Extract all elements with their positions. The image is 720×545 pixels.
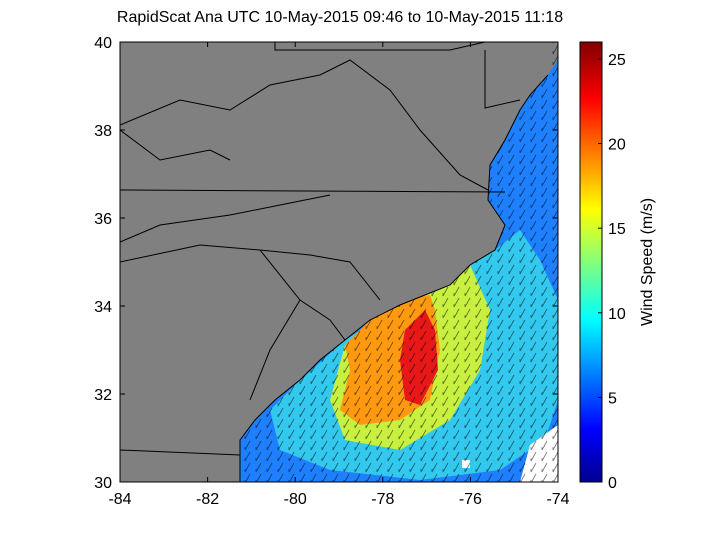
colorbar-tick-label: 5 — [608, 390, 617, 407]
colorbar-label: Wind Speed (m/s) — [639, 198, 656, 326]
y-tick-label: 40 — [94, 35, 112, 52]
x-tick-label: -80 — [284, 491, 307, 508]
y-tick-label: 34 — [94, 299, 112, 316]
colorbar-tick-label: 20 — [608, 137, 626, 154]
colorbar-tick-label: 15 — [608, 221, 626, 238]
x-tick-label: -82 — [196, 491, 219, 508]
colorbar-tick-label: 25 — [608, 52, 626, 69]
colorbar-tick-label: 10 — [608, 306, 626, 323]
x-tick-label: -84 — [108, 491, 131, 508]
land-overlay — [120, 42, 548, 482]
y-tick-label: 36 — [94, 211, 112, 228]
map-title: RapidScat Ana UTC 10-May-2015 09:46 to 1… — [117, 9, 563, 26]
colorbar-tick-label: 0 — [608, 475, 617, 492]
y-tick-label: 38 — [94, 123, 112, 140]
borders — [120, 42, 549, 482]
y-tick-label: 32 — [94, 387, 112, 404]
x-tick-label: -78 — [371, 491, 394, 508]
colorbar — [579, 41, 603, 483]
x-tick-label: -74 — [546, 491, 569, 508]
map-area — [120, 42, 558, 482]
plot-frame — [119, 41, 559, 483]
y-tick-label: 30 — [94, 475, 112, 492]
x-tick-label: -76 — [459, 491, 482, 508]
